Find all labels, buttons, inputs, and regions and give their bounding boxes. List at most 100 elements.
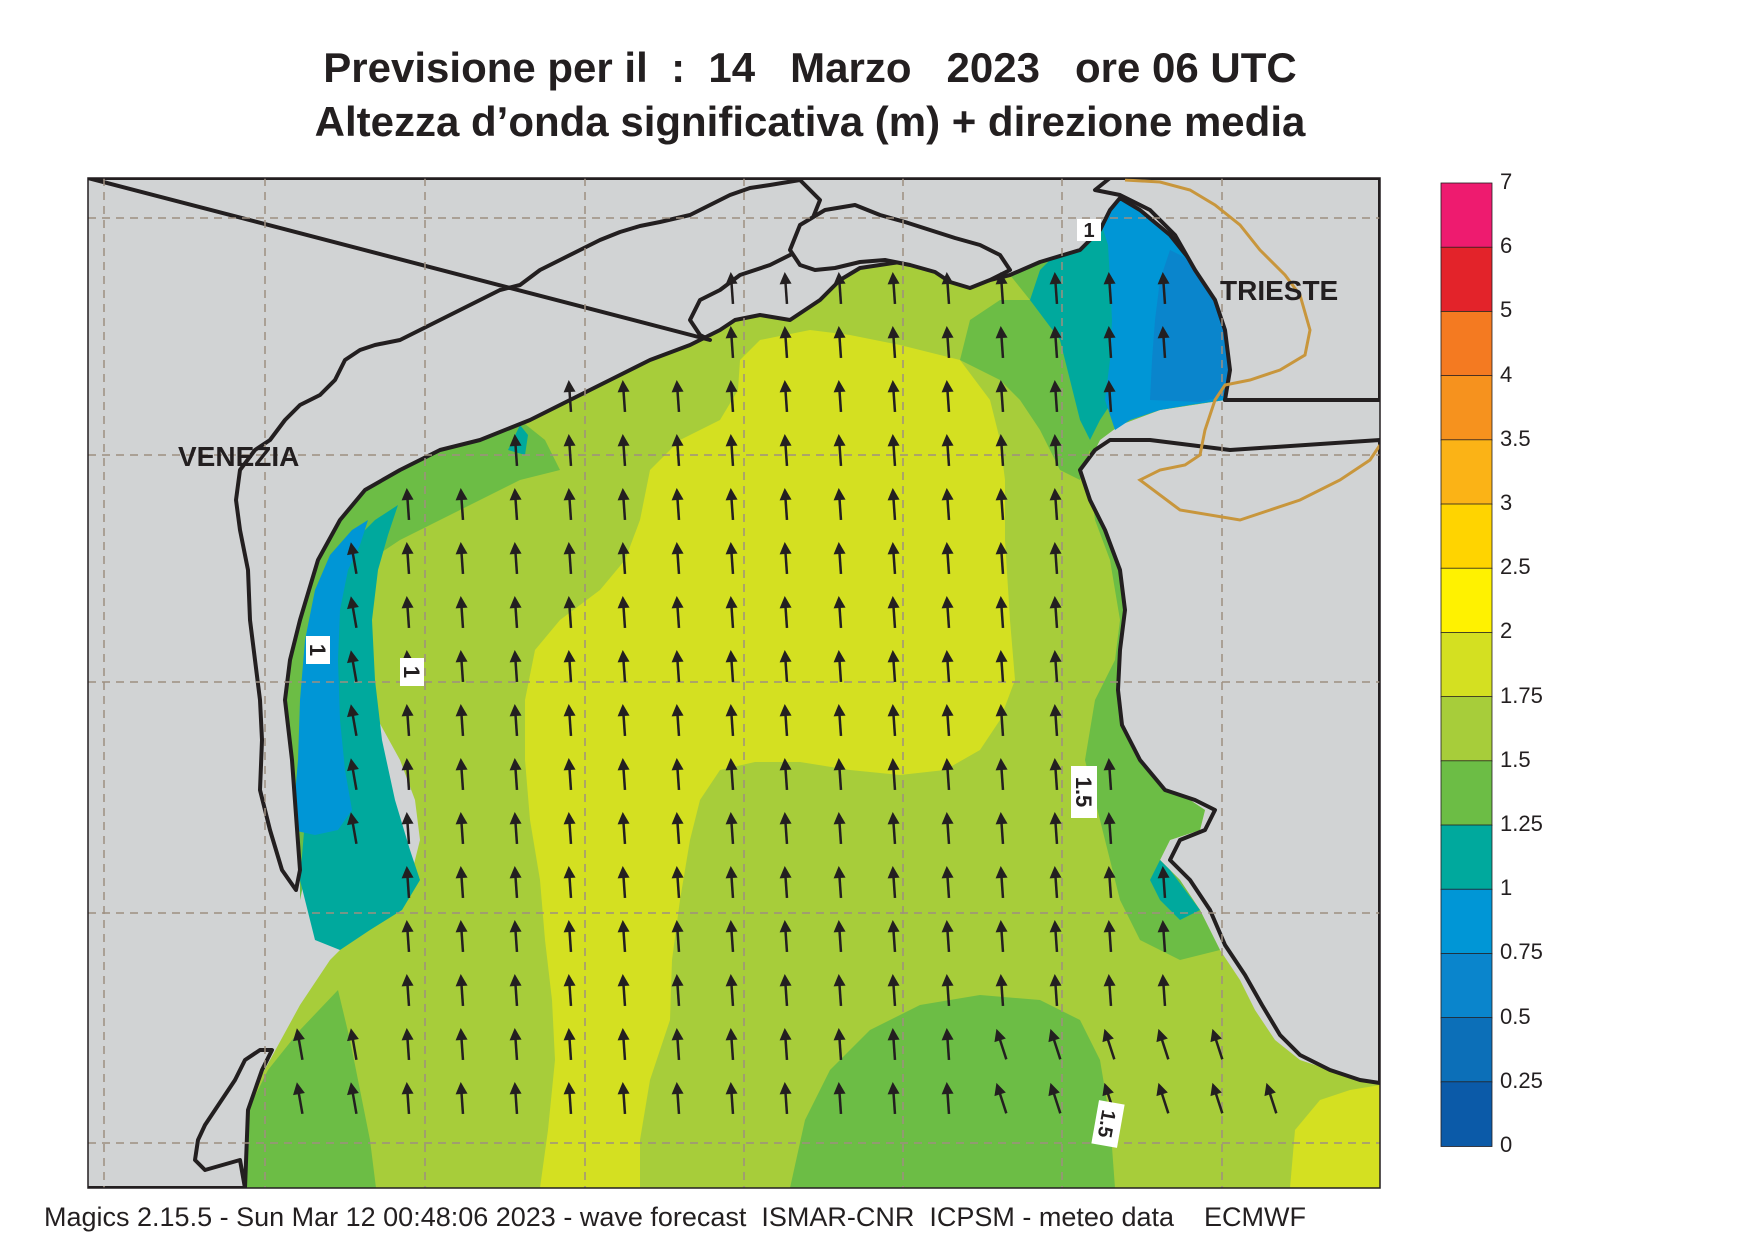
direction-arrow bbox=[779, 596, 792, 629]
direction-arrow bbox=[833, 542, 846, 575]
direction-arrow bbox=[1049, 272, 1062, 305]
direction-arrow bbox=[1210, 1082, 1224, 1114]
direction-arrow bbox=[1157, 866, 1170, 899]
wave-direction-arrows bbox=[293, 272, 1278, 1115]
direction-arrow bbox=[347, 1082, 359, 1115]
colorbar-tick-label: 0.75 bbox=[1500, 939, 1543, 965]
colorbar-swatch bbox=[1440, 375, 1493, 441]
contour-label-5-text: 1.5 bbox=[1093, 1108, 1119, 1139]
direction-arrow bbox=[1103, 920, 1116, 953]
direction-arrow bbox=[617, 866, 630, 899]
direction-arrow bbox=[401, 1082, 414, 1115]
colorbar-tick-label: 7 bbox=[1500, 169, 1513, 194]
direction-arrow bbox=[1049, 812, 1062, 845]
direction-arrow bbox=[725, 542, 738, 575]
direction-arrow bbox=[833, 812, 846, 845]
band-1p25-1p5-north bbox=[960, 300, 1090, 480]
direction-arrow bbox=[455, 488, 468, 521]
direction-arrow bbox=[671, 596, 684, 629]
direction-arrow bbox=[401, 758, 414, 791]
direction-arrow bbox=[995, 920, 1008, 953]
direction-arrow bbox=[887, 1028, 900, 1061]
contour-label-4: 1.5 bbox=[1071, 766, 1097, 818]
direction-arrow bbox=[887, 542, 900, 575]
direction-arrow bbox=[509, 1082, 522, 1115]
band-0p5-0p75-ne bbox=[1150, 250, 1232, 402]
direction-arrow bbox=[887, 1082, 900, 1115]
direction-arrow bbox=[563, 650, 576, 683]
direction-arrow bbox=[779, 326, 792, 359]
colorbar-swatch bbox=[1440, 439, 1493, 505]
direction-arrow bbox=[347, 812, 359, 845]
direction-arrow bbox=[617, 380, 630, 413]
direction-arrow bbox=[995, 326, 1008, 359]
direction-arrow bbox=[725, 488, 738, 521]
direction-arrow bbox=[887, 650, 900, 683]
direction-arrow bbox=[779, 974, 792, 1007]
direction-arrow bbox=[563, 974, 576, 1007]
direction-arrow bbox=[779, 542, 792, 575]
direction-arrow bbox=[1156, 1028, 1170, 1060]
direction-arrow bbox=[1049, 920, 1062, 953]
direction-arrow bbox=[509, 596, 522, 629]
direction-arrow bbox=[779, 380, 792, 413]
direction-arrow bbox=[725, 812, 738, 845]
direction-arrow bbox=[833, 326, 846, 359]
direction-arrow bbox=[725, 920, 738, 953]
direction-arrow bbox=[671, 380, 684, 413]
istria-land bbox=[1078, 438, 1380, 1085]
direction-arrow bbox=[563, 542, 576, 575]
direction-arrow bbox=[1049, 380, 1062, 413]
direction-arrow bbox=[833, 434, 846, 467]
direction-arrow bbox=[725, 272, 738, 305]
direction-arrow bbox=[1049, 758, 1062, 791]
direction-arrow bbox=[995, 434, 1008, 467]
direction-arrow bbox=[1103, 272, 1116, 305]
direction-arrow bbox=[617, 1028, 630, 1061]
colorbar-tick-label: 0 bbox=[1500, 1132, 1513, 1157]
direction-arrow bbox=[995, 488, 1008, 521]
direction-arrow bbox=[401, 596, 414, 629]
direction-arrow bbox=[1049, 866, 1062, 899]
direction-arrow bbox=[995, 596, 1008, 629]
colorbar-tick-label: 1 bbox=[1500, 875, 1513, 901]
direction-arrow bbox=[617, 704, 630, 737]
direction-arrow bbox=[995, 812, 1008, 845]
direction-arrow bbox=[1103, 758, 1116, 791]
direction-arrow bbox=[725, 758, 738, 791]
colorbar-swatch bbox=[1440, 246, 1493, 313]
direction-arrow bbox=[833, 704, 846, 737]
direction-arrow bbox=[941, 704, 954, 737]
direction-arrow bbox=[941, 920, 954, 953]
contour-label-1-text: 1 bbox=[305, 644, 330, 656]
direction-arrow bbox=[725, 434, 738, 467]
direction-arrow bbox=[833, 974, 846, 1007]
label-trieste: TRIESTE bbox=[1220, 275, 1338, 306]
direction-arrow bbox=[833, 866, 846, 899]
direction-arrow bbox=[617, 974, 630, 1007]
direction-arrow bbox=[833, 488, 846, 521]
direction-arrow bbox=[671, 1028, 684, 1061]
direction-arrow bbox=[725, 1028, 738, 1061]
direction-arrow bbox=[509, 758, 522, 791]
direction-arrow bbox=[995, 704, 1008, 737]
direction-arrow bbox=[671, 758, 684, 791]
direction-arrow bbox=[887, 758, 900, 791]
direction-arrow bbox=[617, 488, 630, 521]
colorbar-swatch bbox=[1440, 567, 1493, 634]
direction-arrow bbox=[671, 488, 684, 521]
direction-arrow bbox=[1157, 272, 1170, 305]
direction-arrow bbox=[1049, 326, 1062, 359]
direction-arrow bbox=[455, 704, 468, 737]
direction-arrow bbox=[779, 1082, 792, 1115]
colorbar-tick-label: 0.5 bbox=[1500, 1003, 1531, 1029]
direction-arrow bbox=[401, 866, 414, 899]
direction-arrow bbox=[671, 650, 684, 683]
direction-arrow bbox=[1103, 866, 1116, 899]
direction-arrow bbox=[1103, 326, 1116, 359]
colorbar-swatch bbox=[1440, 310, 1493, 377]
footer-credits: Magics 2.15.5 - Sun Mar 12 00:48:06 2023… bbox=[44, 1202, 1306, 1232]
colorbar-swatch bbox=[1440, 760, 1493, 826]
direction-arrow bbox=[725, 974, 738, 1007]
